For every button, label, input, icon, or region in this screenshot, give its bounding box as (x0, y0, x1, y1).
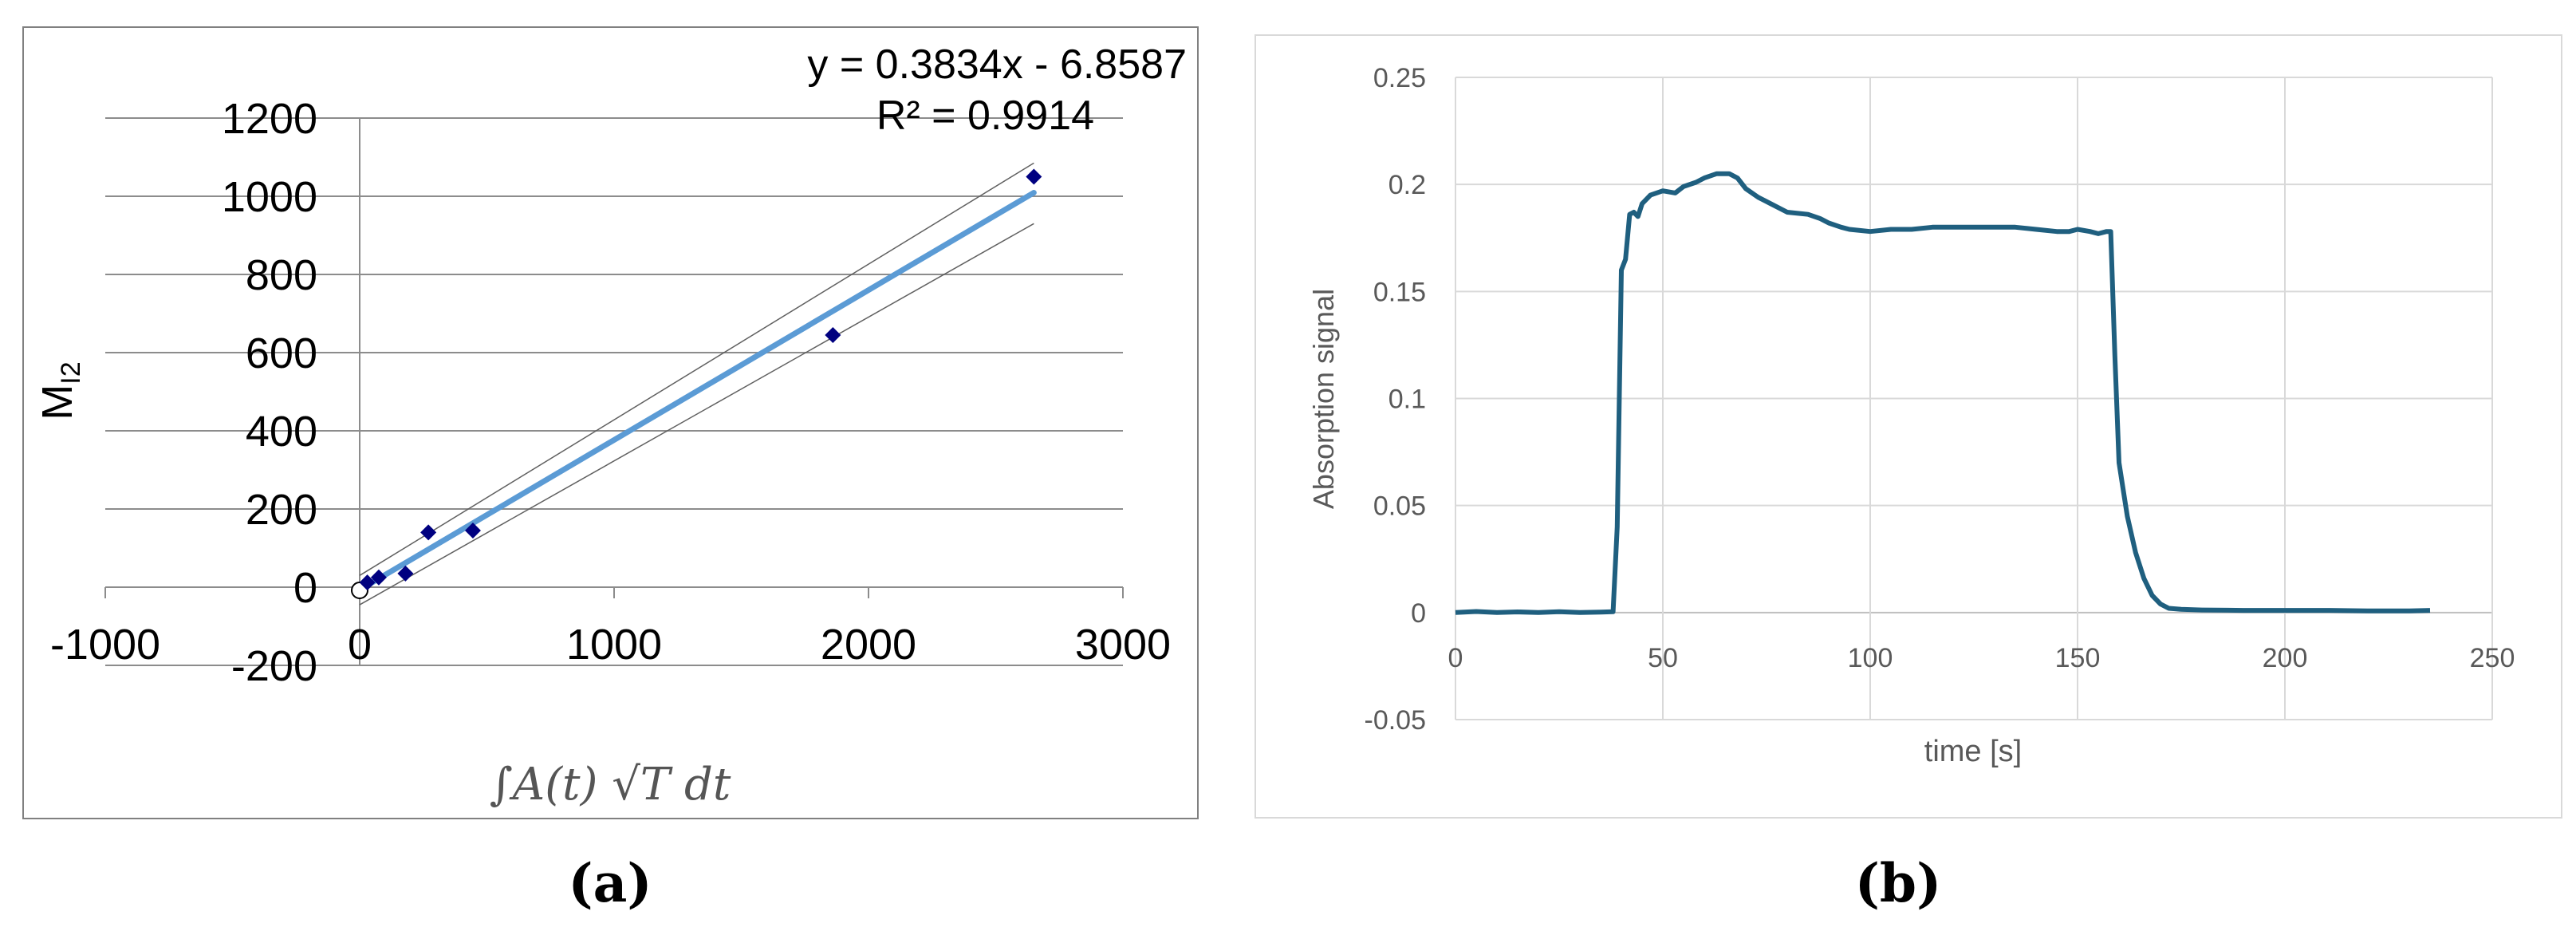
chart-a-y-tick-label: 0 (293, 564, 317, 612)
chart-a-x-tick-label: 0 (348, 621, 372, 669)
chart-b-series-line (1455, 171, 2431, 615)
chart-a-confidence-band (359, 162, 1034, 606)
chart-a-y-tick-label: 600 (246, 329, 317, 377)
chart-a-band-upper (359, 162, 1034, 576)
chart-b-y-tick-label: 0.15 (1373, 277, 1426, 307)
chart-b-y-tick-label: 0.1 (1388, 385, 1426, 415)
chart-a-point (370, 569, 387, 586)
panel-label-a: (a) (568, 852, 652, 914)
chart-b-y-tick-label: 0 (1411, 598, 1426, 629)
chart-b-x-tick-label: 200 (2263, 643, 2308, 673)
chart-a-point (464, 522, 481, 539)
chart-a-gridlines (105, 117, 1123, 666)
chart-a-point (420, 524, 437, 541)
chart-b-y-axis-title: Absorption signal (1307, 289, 1340, 509)
chart-b-y-tick-label: 0.25 (1373, 63, 1426, 93)
chart-a-point (397, 565, 414, 582)
chart-a-point (359, 574, 376, 591)
chart-a-y-tick-label: 1200 (222, 95, 317, 143)
chart-a: -200 0 200 400 600 800 1000 1200 -1000 0 1000 2000… (22, 26, 1199, 819)
chart-a-r-squared: R² = 0.9914 (876, 93, 1094, 139)
chart-a-point (1026, 168, 1042, 185)
chart-a-y-tick-labels: -200 0 200 400 600 800 1000 1200 (222, 95, 317, 690)
chart-a-frame (22, 26, 1199, 819)
chart-a-y-tick-label: 400 (246, 408, 317, 456)
chart-b-x-tick-label: 0 (1448, 643, 1463, 673)
chart-b-series (1455, 171, 2431, 615)
chart-a-y-tick-label: 200 (246, 486, 317, 534)
chart-a-y-tick-label: 800 (246, 251, 317, 299)
chart-a-y-tick-label: -200 (231, 642, 317, 690)
chart-a-x-tick-label: -1000 (50, 621, 160, 669)
chart-a-points (351, 168, 1042, 599)
chart-a-x-tick-label: 1000 (566, 621, 662, 669)
chart-b-y-tick-label: 0.2 (1388, 170, 1426, 200)
chart-b-x-tick-label: 150 (2055, 643, 2101, 673)
chart-a-x-tick-labels: -1000 0 1000 2000 3000 (50, 621, 1171, 669)
chart-a-x-tick-label: 2000 (821, 621, 916, 669)
chart-a-x-tick-label: 3000 (1075, 621, 1171, 669)
chart-b-x-tick-label: 250 (2470, 643, 2515, 673)
chart-a-y-axis-title-main: M (33, 385, 81, 420)
chart-a-y-axis-title-subscript: I2 (56, 361, 86, 384)
chart-b-x-tick-labels: 0 50 100 150 200 250 (1448, 643, 2515, 673)
chart-a-y-axis-title: MI2 (33, 361, 86, 420)
panel-label-b: (b) (1855, 852, 1942, 914)
chart-b-frame (1255, 34, 2562, 819)
chart-a-band-lower (359, 223, 1034, 606)
chart-b-x-tick-label: 50 (1648, 643, 1678, 673)
chart-b-y-tick-label: 0.05 (1373, 491, 1426, 522)
chart-a-y-tick-label: 1000 (222, 173, 317, 221)
chart-b-y-tick-labels: -0.05 0 0.05 0.1 0.15 0.2 0.25 (1365, 63, 1427, 736)
chart-b-x-tick-label: 100 (1848, 643, 1893, 673)
chart-b-x-axis-title: time [s] (1924, 735, 2022, 768)
chart-a-axes (104, 117, 1124, 666)
chart-a-x-axis-title: ∫A(t) √T dt (490, 759, 731, 811)
chart-b-y-tick-label: -0.05 (1365, 705, 1427, 736)
chart-b-gridlines (1455, 77, 2493, 720)
chart-b: -0.05 0 0.05 0.1 0.15 0.2 0.25 0 50 100 150 200 250… (1255, 34, 2562, 819)
chart-a-equation: y = 0.3834x - 6.8587 (807, 41, 1187, 88)
chart-a-point (825, 326, 841, 343)
